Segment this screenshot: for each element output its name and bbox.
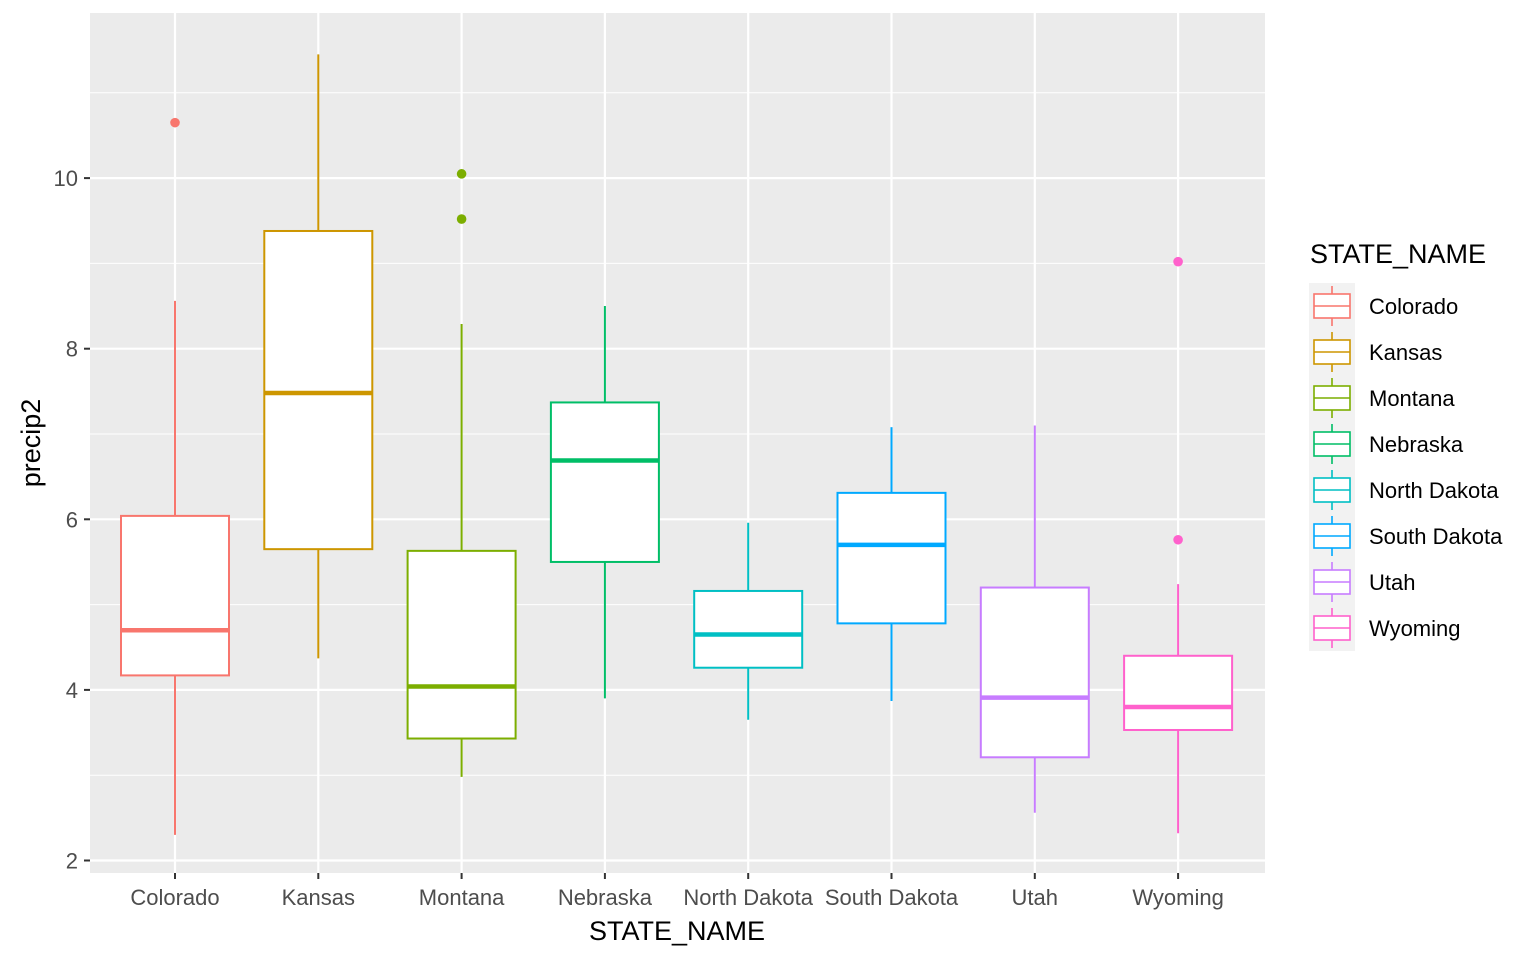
box [979, 586, 1090, 759]
outlier-point [1173, 534, 1183, 545]
legend-label: Montana [1369, 386, 1455, 411]
boxplot-south-dakota [836, 427, 947, 701]
boxplot-colorado [120, 117, 230, 835]
legend-item: Colorado [1309, 283, 1458, 329]
box [693, 589, 804, 669]
y-tick-label: 6 [66, 507, 78, 532]
y-tick-label: 10 [54, 166, 78, 191]
boxplot-north-dakota [693, 522, 804, 720]
box-layer [120, 54, 1234, 835]
boxplot-montana [406, 169, 517, 777]
legend-label: North Dakota [1369, 478, 1499, 503]
x-tick-label: Kansas [282, 885, 355, 910]
outlier-point [456, 214, 467, 224]
outlier-point [170, 117, 180, 128]
x-tick-label: South Dakota [825, 885, 959, 910]
y-axis-title: precip2 [16, 399, 46, 488]
outlier-point [456, 169, 467, 179]
legend-label: Colorado [1369, 294, 1458, 319]
y-tick-label: 8 [66, 337, 78, 362]
box [836, 491, 947, 625]
y-axis: 2 4 6 8 10 [54, 166, 90, 874]
legend-item: Nebraska [1309, 421, 1464, 467]
x-tick-label: Colorado [130, 885, 219, 910]
legend-title: STATE_NAME [1310, 239, 1486, 269]
y-tick-label: 2 [66, 849, 78, 874]
x-axis-title: STATE_NAME [589, 916, 765, 946]
x-axis: Colorado Kansas Montana Nebraska North Dakot… [130, 873, 1224, 910]
legend-item: Wyoming [1309, 605, 1461, 651]
legend-label: Utah [1369, 570, 1415, 595]
x-tick-label: Wyoming [1132, 885, 1224, 910]
x-tick-label: Montana [419, 885, 505, 910]
boxplot-wyoming [1123, 256, 1234, 834]
legend-item: Kansas [1309, 329, 1442, 375]
legend-label: Kansas [1369, 340, 1442, 365]
legend-label: Wyoming [1369, 616, 1461, 641]
outlier-point [1173, 256, 1183, 267]
y-tick-label: 4 [66, 678, 78, 703]
legend-label: Nebraska [1369, 432, 1464, 457]
boxplot-nebraska [549, 306, 660, 699]
legend: STATE_NAME Colorado Kansas Montana Nebraska… [1309, 239, 1503, 651]
box [549, 401, 660, 563]
x-tick-label: Nebraska [558, 885, 653, 910]
legend-item: Montana [1309, 375, 1455, 421]
legend-item: South Dakota [1309, 513, 1503, 559]
legend-item: North Dakota [1309, 467, 1499, 513]
legend-label: South Dakota [1369, 524, 1503, 549]
box [406, 549, 517, 740]
box [263, 229, 374, 551]
box [120, 514, 230, 677]
boxplot-kansas [263, 54, 374, 659]
x-tick-label: North Dakota [683, 885, 813, 910]
boxplot-utah [979, 425, 1090, 813]
legend-item: Utah [1309, 559, 1415, 605]
x-tick-label: Utah [1012, 885, 1058, 910]
box [1123, 654, 1234, 731]
